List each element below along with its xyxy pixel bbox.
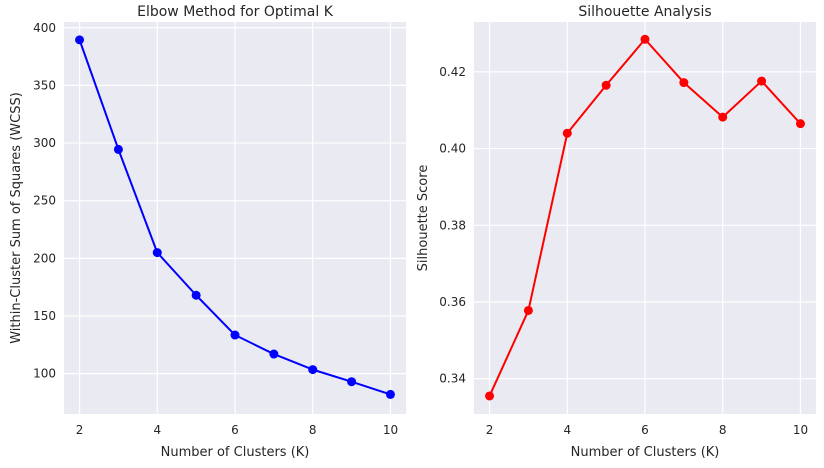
y-axis-label: Within-Cluster Sum of Squares (WCSS) bbox=[9, 92, 24, 344]
x-tick-label: 8 bbox=[309, 423, 317, 437]
x-tick-label: 10 bbox=[383, 423, 398, 437]
data-point bbox=[308, 365, 318, 375]
y-tick-label: 0.42 bbox=[439, 65, 466, 79]
data-point bbox=[485, 391, 495, 401]
y-axis-label: Silhouette Score bbox=[416, 165, 431, 272]
tick-labels: 2 4 6 8 10 0.34 0.36 0.38 0.40 0.42 bbox=[439, 65, 808, 437]
y-tick-label: 150 bbox=[33, 309, 56, 323]
data-point bbox=[562, 128, 572, 138]
x-tick-label: 6 bbox=[641, 423, 649, 437]
y-tick-label: 200 bbox=[33, 251, 56, 265]
silhouette-chart: Silhouette Analysis Number of Clusters (… bbox=[416, 4, 816, 460]
data-point bbox=[269, 349, 279, 359]
data-point bbox=[230, 330, 240, 340]
data-point bbox=[601, 80, 611, 90]
elbow-chart: Elbow Method for Optimal K Number of Clu… bbox=[9, 4, 406, 460]
x-tick-label: 6 bbox=[231, 423, 239, 437]
data-point bbox=[191, 290, 201, 300]
gridlines bbox=[474, 22, 816, 414]
y-tick-label: 0.36 bbox=[439, 295, 466, 309]
y-tick-label: 350 bbox=[33, 78, 56, 92]
x-tick-label: 10 bbox=[793, 423, 808, 437]
tick-labels: 2 4 6 8 10 100 150 200 250 300 350 400 bbox=[33, 21, 398, 437]
data-point bbox=[347, 377, 357, 387]
gridlines bbox=[64, 22, 406, 414]
y-tick-label: 400 bbox=[33, 21, 56, 35]
x-axis-label: Number of Clusters (K) bbox=[161, 445, 310, 460]
data-point bbox=[152, 248, 162, 258]
data-point bbox=[523, 305, 533, 315]
data-point bbox=[679, 78, 689, 88]
y-tick-label: 300 bbox=[33, 136, 56, 150]
y-tick-label: 250 bbox=[33, 194, 56, 208]
data-point bbox=[757, 76, 767, 86]
x-tick-label: 8 bbox=[719, 423, 727, 437]
y-tick-label: 0.40 bbox=[439, 142, 466, 156]
data-point bbox=[113, 144, 123, 154]
y-tick-label: 0.38 bbox=[439, 218, 466, 232]
y-tick-label: 100 bbox=[33, 367, 56, 381]
data-point bbox=[75, 35, 85, 45]
x-tick-label: 2 bbox=[486, 423, 494, 437]
data-point bbox=[718, 112, 728, 122]
chart-title: Elbow Method for Optimal K bbox=[137, 4, 334, 20]
data-point bbox=[385, 389, 395, 399]
y-tick-label: 0.34 bbox=[439, 372, 466, 386]
chart-title: Silhouette Analysis bbox=[578, 4, 711, 20]
x-axis-label: Number of Clusters (K) bbox=[571, 445, 720, 460]
x-tick-label: 2 bbox=[76, 423, 84, 437]
data-point bbox=[795, 119, 805, 129]
x-tick-label: 4 bbox=[563, 423, 571, 437]
x-tick-label: 4 bbox=[153, 423, 161, 437]
data-point bbox=[640, 34, 650, 44]
